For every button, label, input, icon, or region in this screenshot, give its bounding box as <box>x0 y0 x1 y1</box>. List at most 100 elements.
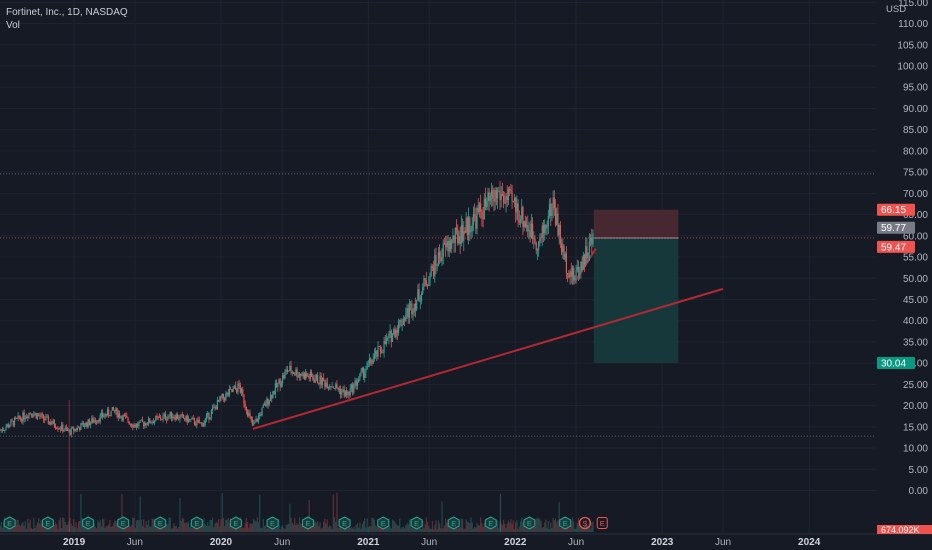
volume-bar <box>102 518 104 532</box>
volume-bar <box>501 525 504 532</box>
candle-body <box>0 429 2 431</box>
volume-bar <box>175 526 177 532</box>
candle-body <box>168 415 170 417</box>
candle-body <box>53 420 55 427</box>
candle-body <box>125 415 127 417</box>
candle-body <box>395 330 397 338</box>
candle-body <box>28 412 30 418</box>
x-tick-label: 2020 <box>210 537 233 548</box>
candle-body <box>62 424 64 432</box>
candle-body <box>213 406 215 408</box>
volume-bar <box>257 522 260 532</box>
volume-bar <box>394 521 396 532</box>
candle-body <box>115 408 117 412</box>
volume-bar <box>411 527 413 532</box>
volume-bar <box>298 517 301 532</box>
volume-bar <box>115 521 117 532</box>
volume-bar <box>210 520 212 532</box>
volume-bar <box>248 527 250 532</box>
candle-body <box>254 422 256 424</box>
x-tick-label: 2019 <box>63 537 86 548</box>
volume-bar <box>249 523 251 532</box>
candle-body <box>545 224 547 229</box>
candle-body <box>267 398 269 405</box>
volume-bar <box>111 526 113 532</box>
volume-bar <box>267 522 269 532</box>
time-axis[interactable]: 2019 Jun 2020 Jun 2021 Jun 2022 Jun 2023 Jun 2024 <box>0 533 932 550</box>
candle-body <box>306 373 308 377</box>
volume-bar <box>490 527 493 532</box>
candle-body <box>70 427 72 435</box>
candle-body <box>104 414 106 417</box>
price-axis[interactable]: USD 0.00 5.00 10.00 15.00 20.00 25.00 30.00 35.0… <box>876 0 932 550</box>
volume-bar <box>217 519 220 532</box>
candle-body <box>29 412 31 414</box>
volume-bar <box>141 526 144 532</box>
volume-bar <box>283 528 285 532</box>
candle-body <box>141 419 144 423</box>
volume-bar <box>396 525 398 532</box>
candle-body <box>209 417 211 420</box>
volume-bar <box>432 528 435 532</box>
volume-bar <box>48 526 51 532</box>
volume-bar <box>180 520 182 532</box>
volume-bar <box>225 519 227 532</box>
volume-indicator-label[interactable]: Vol <box>6 20 20 31</box>
candle-body <box>123 415 125 416</box>
candle-body <box>227 392 229 396</box>
volume-bar <box>498 527 500 532</box>
candle-body <box>145 422 147 426</box>
volume-bar <box>155 522 157 532</box>
volume-bar <box>331 528 333 532</box>
candle-body <box>539 237 541 242</box>
candle-body <box>220 396 222 398</box>
candle-body <box>3 430 5 431</box>
price-badge-entry <box>877 240 915 253</box>
candle-body <box>574 276 576 281</box>
volume-bar <box>58 520 60 532</box>
candle-body <box>504 202 506 204</box>
candle-body <box>96 421 98 423</box>
volume-badge <box>877 525 932 534</box>
candle-body <box>419 300 421 302</box>
candle-body <box>308 376 310 379</box>
candle-body <box>219 396 221 402</box>
candle-body <box>22 412 24 422</box>
volume-bar <box>495 527 497 532</box>
candle-body <box>458 236 460 244</box>
volume-bar <box>519 521 522 532</box>
volume-bar <box>70 523 72 532</box>
position-tool[interactable] <box>0 209 876 363</box>
volume-bar <box>97 520 99 532</box>
earnings-marker <box>190 516 203 530</box>
candle-body <box>68 429 70 431</box>
candle-body <box>116 408 118 418</box>
candle-body <box>222 393 225 398</box>
volume-bar <box>355 524 357 532</box>
candle-body <box>278 379 280 384</box>
volume-bar <box>221 493 223 532</box>
candle-body <box>286 369 289 372</box>
volume-bar <box>236 528 238 532</box>
volume-bar <box>62 517 64 532</box>
candle-body <box>15 417 17 419</box>
candle-body <box>272 391 274 399</box>
volume-bar <box>79 520 81 532</box>
volume-bar <box>436 528 438 532</box>
y-tick-label: 115.00 <box>898 0 928 9</box>
candle-body <box>273 391 275 394</box>
earnings-marker <box>154 516 167 530</box>
candle-body <box>400 320 402 326</box>
candle-body <box>263 403 266 406</box>
candle-body <box>121 416 123 421</box>
time-axis-bg <box>0 534 932 550</box>
candle-body <box>423 278 425 288</box>
volume-bar <box>116 522 118 532</box>
volume-bar <box>528 528 530 532</box>
volume-bar <box>73 519 75 532</box>
candle-body <box>138 422 140 426</box>
price-badge-stop <box>877 203 915 216</box>
candle-body <box>4 429 6 431</box>
